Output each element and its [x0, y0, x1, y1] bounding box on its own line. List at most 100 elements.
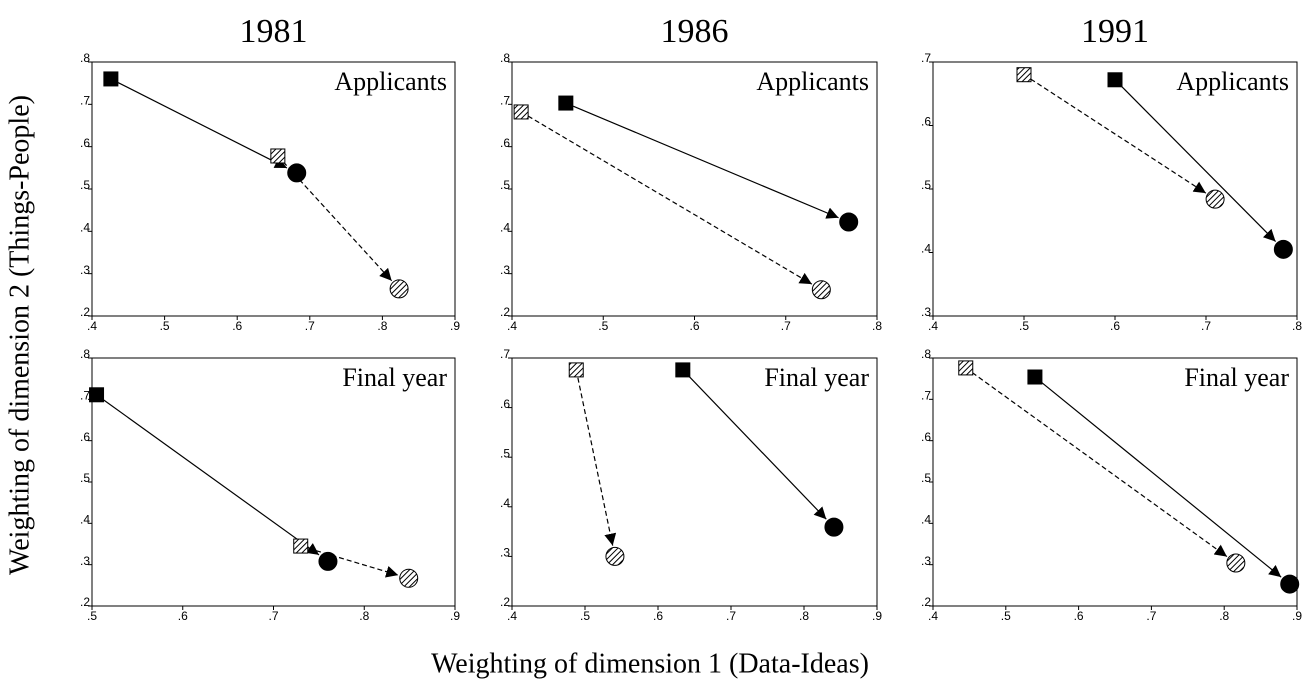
- arrow: [577, 377, 617, 546]
- x-tick-label: .5: [1019, 319, 1029, 333]
- y-tick-label: .5: [80, 178, 90, 192]
- x-tick-label: .5: [87, 609, 97, 623]
- x-tick-label: .8: [1219, 609, 1229, 623]
- x-tick-label: .6: [689, 319, 699, 333]
- panel: Final year .4 .5 .6 .7 .8 .9 .2 .3 .4 .5 .6 .7: [500, 347, 882, 623]
- y-axis-label: Weighting of dimension 2 (Things-People): [4, 95, 35, 575]
- x-tick-label: .8: [1292, 319, 1302, 333]
- y-tick-label: .2: [80, 305, 90, 319]
- x-tick-label: .5: [160, 319, 170, 333]
- end-marker: [605, 546, 625, 566]
- x-axis-label: Weighting of dimension 1 (Data-Ideas): [431, 648, 869, 679]
- arrow: [117, 82, 288, 169]
- y-tick-label: .7: [500, 347, 510, 361]
- x-tick-label: .7: [781, 319, 791, 333]
- end-marker: [824, 517, 844, 537]
- y-tick-label: .5: [921, 178, 931, 192]
- y-tick-label: .7: [921, 389, 931, 403]
- start-marker: [568, 362, 584, 378]
- end-marker: [287, 163, 307, 183]
- x-tick-label: .4: [87, 319, 97, 333]
- plot-frame: [91, 61, 456, 317]
- start-marker: [558, 95, 574, 111]
- x-tick-label: .6: [178, 609, 188, 623]
- end-marker: [318, 551, 338, 571]
- arrow: [527, 115, 813, 285]
- panel-annotation: Applicants: [1176, 67, 1289, 96]
- panel-title: 1991: [1081, 13, 1149, 50]
- y-tick-label: .2: [500, 305, 510, 319]
- arrow: [572, 105, 839, 219]
- x-tick-label: .4: [928, 609, 938, 623]
- y-tick-label: .4: [500, 496, 510, 510]
- y-tick-label: .6: [80, 430, 90, 444]
- arrow: [282, 161, 393, 282]
- panel-title: 1981: [240, 13, 308, 50]
- x-tick-label: .8: [359, 609, 369, 623]
- y-tick-label: .4: [921, 513, 931, 527]
- arrow: [102, 398, 320, 556]
- y-tick-label: .3: [500, 546, 510, 560]
- end-marker: [389, 279, 409, 299]
- start-marker: [89, 387, 105, 403]
- x-tick-label: .7: [268, 609, 278, 623]
- start-marker: [1016, 67, 1032, 83]
- y-tick-label: .7: [921, 51, 931, 65]
- y-tick-label: .4: [500, 221, 510, 235]
- arrow: [1030, 78, 1207, 194]
- x-tick-label: .9: [450, 609, 460, 623]
- panel: 1981 Applicants .4 .5 .6 .7 .8 .9 .2 .3 .4 .5 .6 .7 .8: [80, 13, 460, 333]
- x-tick-label: .6: [1074, 609, 1084, 623]
- x-tick-label: .9: [872, 609, 882, 623]
- y-tick-label: .2: [80, 595, 90, 609]
- x-tick-label: .5: [1001, 609, 1011, 623]
- plot-frame: [932, 61, 1298, 317]
- y-tick-label: .5: [500, 178, 510, 192]
- end-marker: [1280, 574, 1300, 594]
- x-tick-label: .6: [232, 319, 242, 333]
- y-tick-label: .8: [921, 347, 931, 361]
- arrow: [1040, 381, 1282, 578]
- y-tick-label: .7: [80, 389, 90, 403]
- y-tick-label: .3: [80, 263, 90, 277]
- start-marker: [958, 360, 974, 376]
- x-tick-label: .8: [872, 319, 882, 333]
- x-tick-label: .5: [598, 319, 608, 333]
- start-marker: [513, 104, 529, 120]
- y-tick-label: .5: [80, 471, 90, 485]
- x-tick-label: .9: [1292, 609, 1302, 623]
- y-tick-label: .2: [500, 595, 510, 609]
- x-tick-label: .7: [305, 319, 315, 333]
- x-tick-label: .4: [507, 319, 517, 333]
- y-tick-label: .5: [500, 446, 510, 460]
- y-tick-label: .6: [921, 115, 931, 129]
- y-tick-label: .2: [921, 595, 931, 609]
- y-tick-label: .8: [80, 347, 90, 361]
- end-marker: [811, 280, 831, 300]
- panel: Final year .5 .6 .7 .8 .9 .2 .3 .4 .5 .6 .7 .8: [80, 347, 460, 623]
- x-tick-label: .7: [1146, 609, 1156, 623]
- x-tick-label: .4: [928, 319, 938, 333]
- x-tick-label: .9: [450, 319, 460, 333]
- plot-frame: [91, 357, 456, 607]
- start-marker: [270, 148, 286, 164]
- panel-annotation: Applicants: [334, 67, 447, 96]
- y-tick-label: .7: [80, 94, 90, 108]
- y-tick-label: .6: [80, 136, 90, 150]
- start-marker: [293, 538, 309, 554]
- panel-annotation: Final year: [342, 363, 447, 392]
- arrow: [1120, 85, 1277, 242]
- start-marker: [1027, 369, 1043, 385]
- x-tick-label: .8: [377, 319, 387, 333]
- y-tick-label: .3: [921, 305, 931, 319]
- y-tick-label: .4: [80, 221, 90, 235]
- y-tick-label: .6: [500, 136, 510, 150]
- start-marker: [103, 71, 119, 87]
- end-marker: [839, 212, 859, 232]
- panel-title: 1986: [661, 13, 729, 50]
- panel-annotation: Applicants: [756, 67, 869, 96]
- plot-frame: [511, 357, 878, 607]
- y-tick-label: .8: [80, 51, 90, 65]
- y-tick-label: .6: [921, 430, 931, 444]
